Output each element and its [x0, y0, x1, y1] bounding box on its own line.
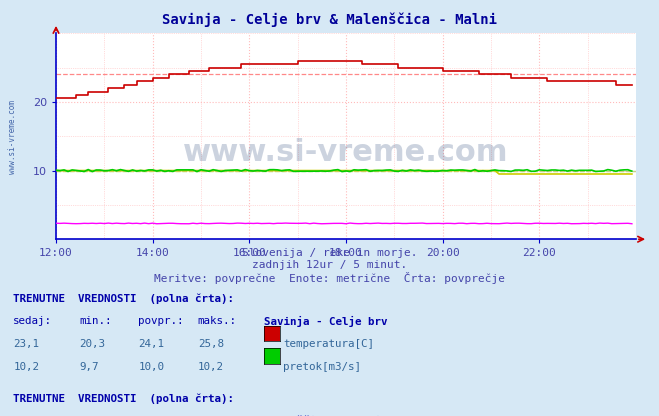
- Text: 10,2: 10,2: [198, 362, 223, 372]
- Text: 23,1: 23,1: [13, 339, 39, 349]
- Text: temperatura[C]: temperatura[C]: [283, 339, 374, 349]
- Text: zadnjih 12ur / 5 minut.: zadnjih 12ur / 5 minut.: [252, 260, 407, 270]
- Text: Meritve: povprečne  Enote: metrične  Črta: povprečje: Meritve: povprečne Enote: metrične Črta:…: [154, 272, 505, 285]
- Text: 9,7: 9,7: [79, 362, 99, 372]
- Text: Slovenija / reke in morje.: Slovenija / reke in morje.: [242, 248, 417, 258]
- Text: 10,2: 10,2: [13, 362, 39, 372]
- Text: TRENUTNE  VREDNOSTI  (polna črta):: TRENUTNE VREDNOSTI (polna črta):: [13, 293, 234, 304]
- Text: www.si-vreme.com: www.si-vreme.com: [183, 138, 509, 167]
- Text: povpr.:: povpr.:: [138, 316, 184, 326]
- Text: min.:: min.:: [79, 316, 111, 326]
- Text: sedaj:: sedaj:: [13, 316, 52, 326]
- Text: pretok[m3/s]: pretok[m3/s]: [283, 362, 361, 372]
- Text: maks.:: maks.:: [198, 316, 237, 326]
- Text: 24,1: 24,1: [138, 339, 164, 349]
- Text: www.si-vreme.com: www.si-vreme.com: [8, 100, 17, 174]
- Text: 25,8: 25,8: [198, 339, 223, 349]
- Text: 10,0: 10,0: [138, 362, 164, 372]
- Text: Savinja - Celje brv & Malenščica - Malni: Savinja - Celje brv & Malenščica - Malni: [162, 12, 497, 27]
- Text: TRENUTNE  VREDNOSTI  (polna črta):: TRENUTNE VREDNOSTI (polna črta):: [13, 393, 234, 404]
- Text: Savinja - Celje brv: Savinja - Celje brv: [264, 316, 387, 327]
- Text: 20,3: 20,3: [79, 339, 105, 349]
